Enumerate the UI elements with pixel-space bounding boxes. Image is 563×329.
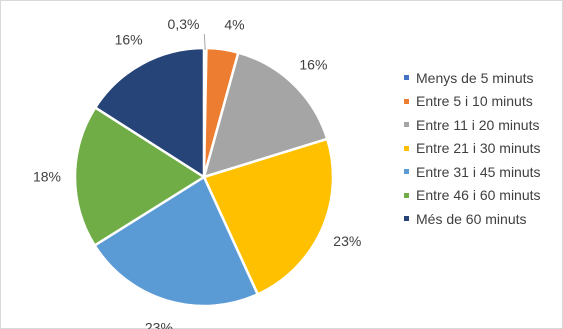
- legend-item-2: Entre 11 i 20 minuts: [404, 113, 563, 137]
- legend-label-1: Entre 5 i 10 minuts: [416, 93, 533, 110]
- pie-slice-5: [73, 105, 207, 248]
- pie-slice-2: [202, 51, 329, 179]
- data-label-2: 16%: [299, 56, 327, 72]
- legend-label-6: Més de 60 minuts: [416, 210, 527, 227]
- pie-slice-3: [202, 137, 335, 296]
- data-label-5: 18%: [33, 168, 61, 184]
- data-label-3: 23%: [333, 233, 361, 249]
- data-label-0: 0,3%: [168, 16, 200, 32]
- legend-swatch-5: [404, 192, 409, 198]
- legend-item-0: Menys de 5 minuts: [404, 66, 563, 90]
- legend-label-2: Entre 11 i 20 minuts: [416, 116, 540, 133]
- legend-swatch-3: [404, 145, 409, 151]
- legend-swatch-0: [404, 75, 409, 81]
- legend-swatch-6: [404, 216, 409, 222]
- legend-item-5: Entre 46 i 60 minuts: [404, 184, 563, 208]
- legend-label-4: Entre 31 i 45 minuts: [416, 163, 541, 180]
- legend-label-3: Entre 21 i 30 minuts: [416, 140, 541, 157]
- pie-slice-4: [92, 175, 260, 308]
- legend-item-6: Més de 60 minuts: [404, 207, 563, 231]
- data-label-1: 4%: [224, 17, 244, 33]
- leader-line: [203, 33, 206, 51]
- chart-legend: Menys de 5 minuts Entre 5 i 10 minuts Entr…: [404, 66, 563, 231]
- legend-item-1: Entre 5 i 10 minuts: [404, 90, 563, 114]
- legend-item-3: Entre 21 i 30 minuts: [404, 137, 563, 161]
- legend-item-4: Entre 31 i 45 minuts: [404, 160, 563, 184]
- legend-swatch-1: [404, 98, 409, 104]
- data-label-4: 23%: [145, 319, 173, 329]
- legend-swatch-4: [404, 169, 409, 175]
- pie-slice-6: [93, 46, 206, 180]
- data-label-6: 16%: [115, 31, 143, 47]
- legend-label-5: Entre 46 i 60 minuts: [416, 187, 541, 204]
- legend-swatch-2: [404, 122, 409, 128]
- legend-label-0: Menys de 5 minuts: [416, 69, 534, 86]
